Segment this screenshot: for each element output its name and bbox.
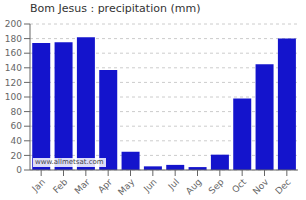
svg-text:20: 20 [11, 151, 23, 161]
svg-text:80: 80 [11, 107, 23, 117]
svg-text:Jul: Jul [166, 177, 181, 192]
svg-text:60: 60 [11, 121, 23, 131]
svg-text:Jun: Jun [141, 177, 159, 195]
svg-text:Mar: Mar [73, 177, 92, 196]
svg-text:120: 120 [8, 78, 22, 88]
svg-text:140: 140 [8, 63, 22, 73]
svg-text:May: May [116, 176, 137, 197]
svg-text:100: 100 [8, 92, 22, 102]
svg-text:40: 40 [11, 136, 23, 146]
svg-text:Feb: Feb [51, 177, 70, 196]
svg-text:0: 0 [16, 165, 22, 175]
svg-text:Aug: Aug [184, 177, 204, 197]
html-text:Bom Jesus : precipitation (mm): Bom Jesus : precipitation (mm) [30, 2, 201, 15]
svg-text:Oct: Oct [230, 177, 248, 195]
svg-text:Apr: Apr [96, 177, 114, 195]
html-text:www.allmetsat.com: www.allmetsat.com [35, 158, 104, 166]
svg-text:Sep: Sep [207, 177, 226, 196]
svg-text:Dec: Dec [273, 177, 292, 196]
svg-text:200: 200 [8, 19, 22, 29]
svg-text:160: 160 [8, 48, 22, 58]
svg-text:Jan: Jan [30, 177, 48, 195]
svg-text:180: 180 [8, 34, 22, 44]
svg-text:Nov: Nov [251, 176, 271, 196]
